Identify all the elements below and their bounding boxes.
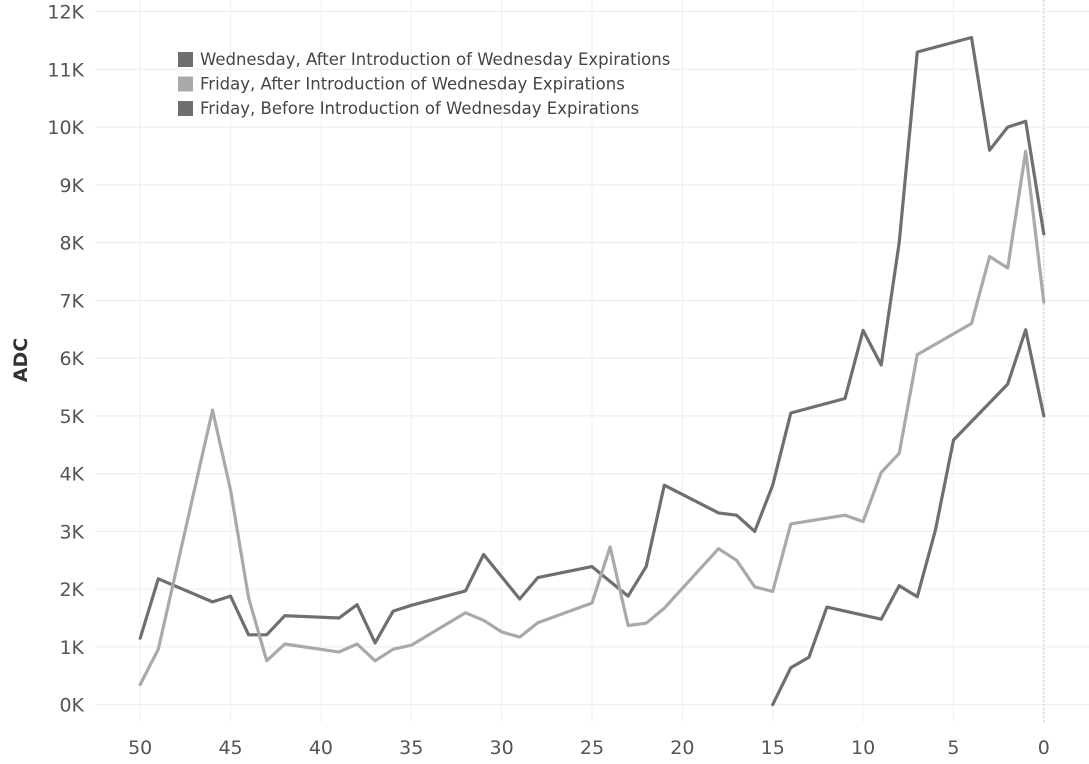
y-tick-label: 8K (59, 233, 84, 255)
y-tick-label: 1K (59, 637, 84, 659)
y-tick-label: 0K (59, 695, 84, 717)
y-tick-label: 11K (47, 59, 84, 81)
y-axis-ticks: 0K 1K 2K 3K 4K 5K 6K 7K 8K 9K 10K 11K 12K (47, 2, 84, 717)
legend-swatch (178, 101, 193, 116)
y-tick-label: 10K (47, 117, 84, 139)
x-tick-label: 0 (1038, 737, 1050, 759)
y-axis-label: ADC (10, 338, 32, 382)
gridlines (95, 0, 1089, 722)
y-tick-label: 6K (59, 348, 84, 370)
x-tick-label: 10 (851, 737, 875, 759)
y-tick-label: 2K (59, 579, 84, 601)
x-tick-label: 30 (490, 737, 514, 759)
series-lines (138, 35, 1046, 707)
y-tick-label: 5K (59, 406, 84, 428)
y-tick-label: 3K (59, 521, 84, 543)
x-tick-label: 50 (128, 737, 152, 759)
legend-swatch (178, 52, 193, 67)
legend: Wednesday, After Introduction of Wednesd… (178, 50, 670, 118)
y-tick-label: 4K (59, 464, 84, 486)
series-line-1 (138, 35, 1046, 645)
x-tick-label: 45 (218, 737, 242, 759)
x-tick-label: 20 (670, 737, 694, 759)
series-line-3 (771, 328, 1046, 707)
x-tick-label: 35 (399, 737, 423, 759)
y-tick-label: 12K (47, 2, 84, 24)
x-tick-label: 5 (947, 737, 959, 759)
y-tick-label: 9K (59, 175, 84, 197)
legend-label: Friday, Before Introduction of Wednesday… (200, 99, 639, 118)
series-line-2 (138, 149, 1046, 687)
x-tick-label: 25 (580, 737, 604, 759)
y-tick-label: 7K (59, 290, 84, 312)
legend-label: Friday, After Introduction of Wednesday … (200, 75, 625, 94)
x-tick-label: 15 (761, 737, 785, 759)
legend-swatch (178, 76, 193, 92)
x-axis-ticks: 50 45 40 35 30 25 20 15 10 5 0 (128, 737, 1050, 759)
legend-label: Wednesday, After Introduction of Wednesd… (200, 50, 670, 69)
x-tick-label: 40 (309, 737, 333, 759)
